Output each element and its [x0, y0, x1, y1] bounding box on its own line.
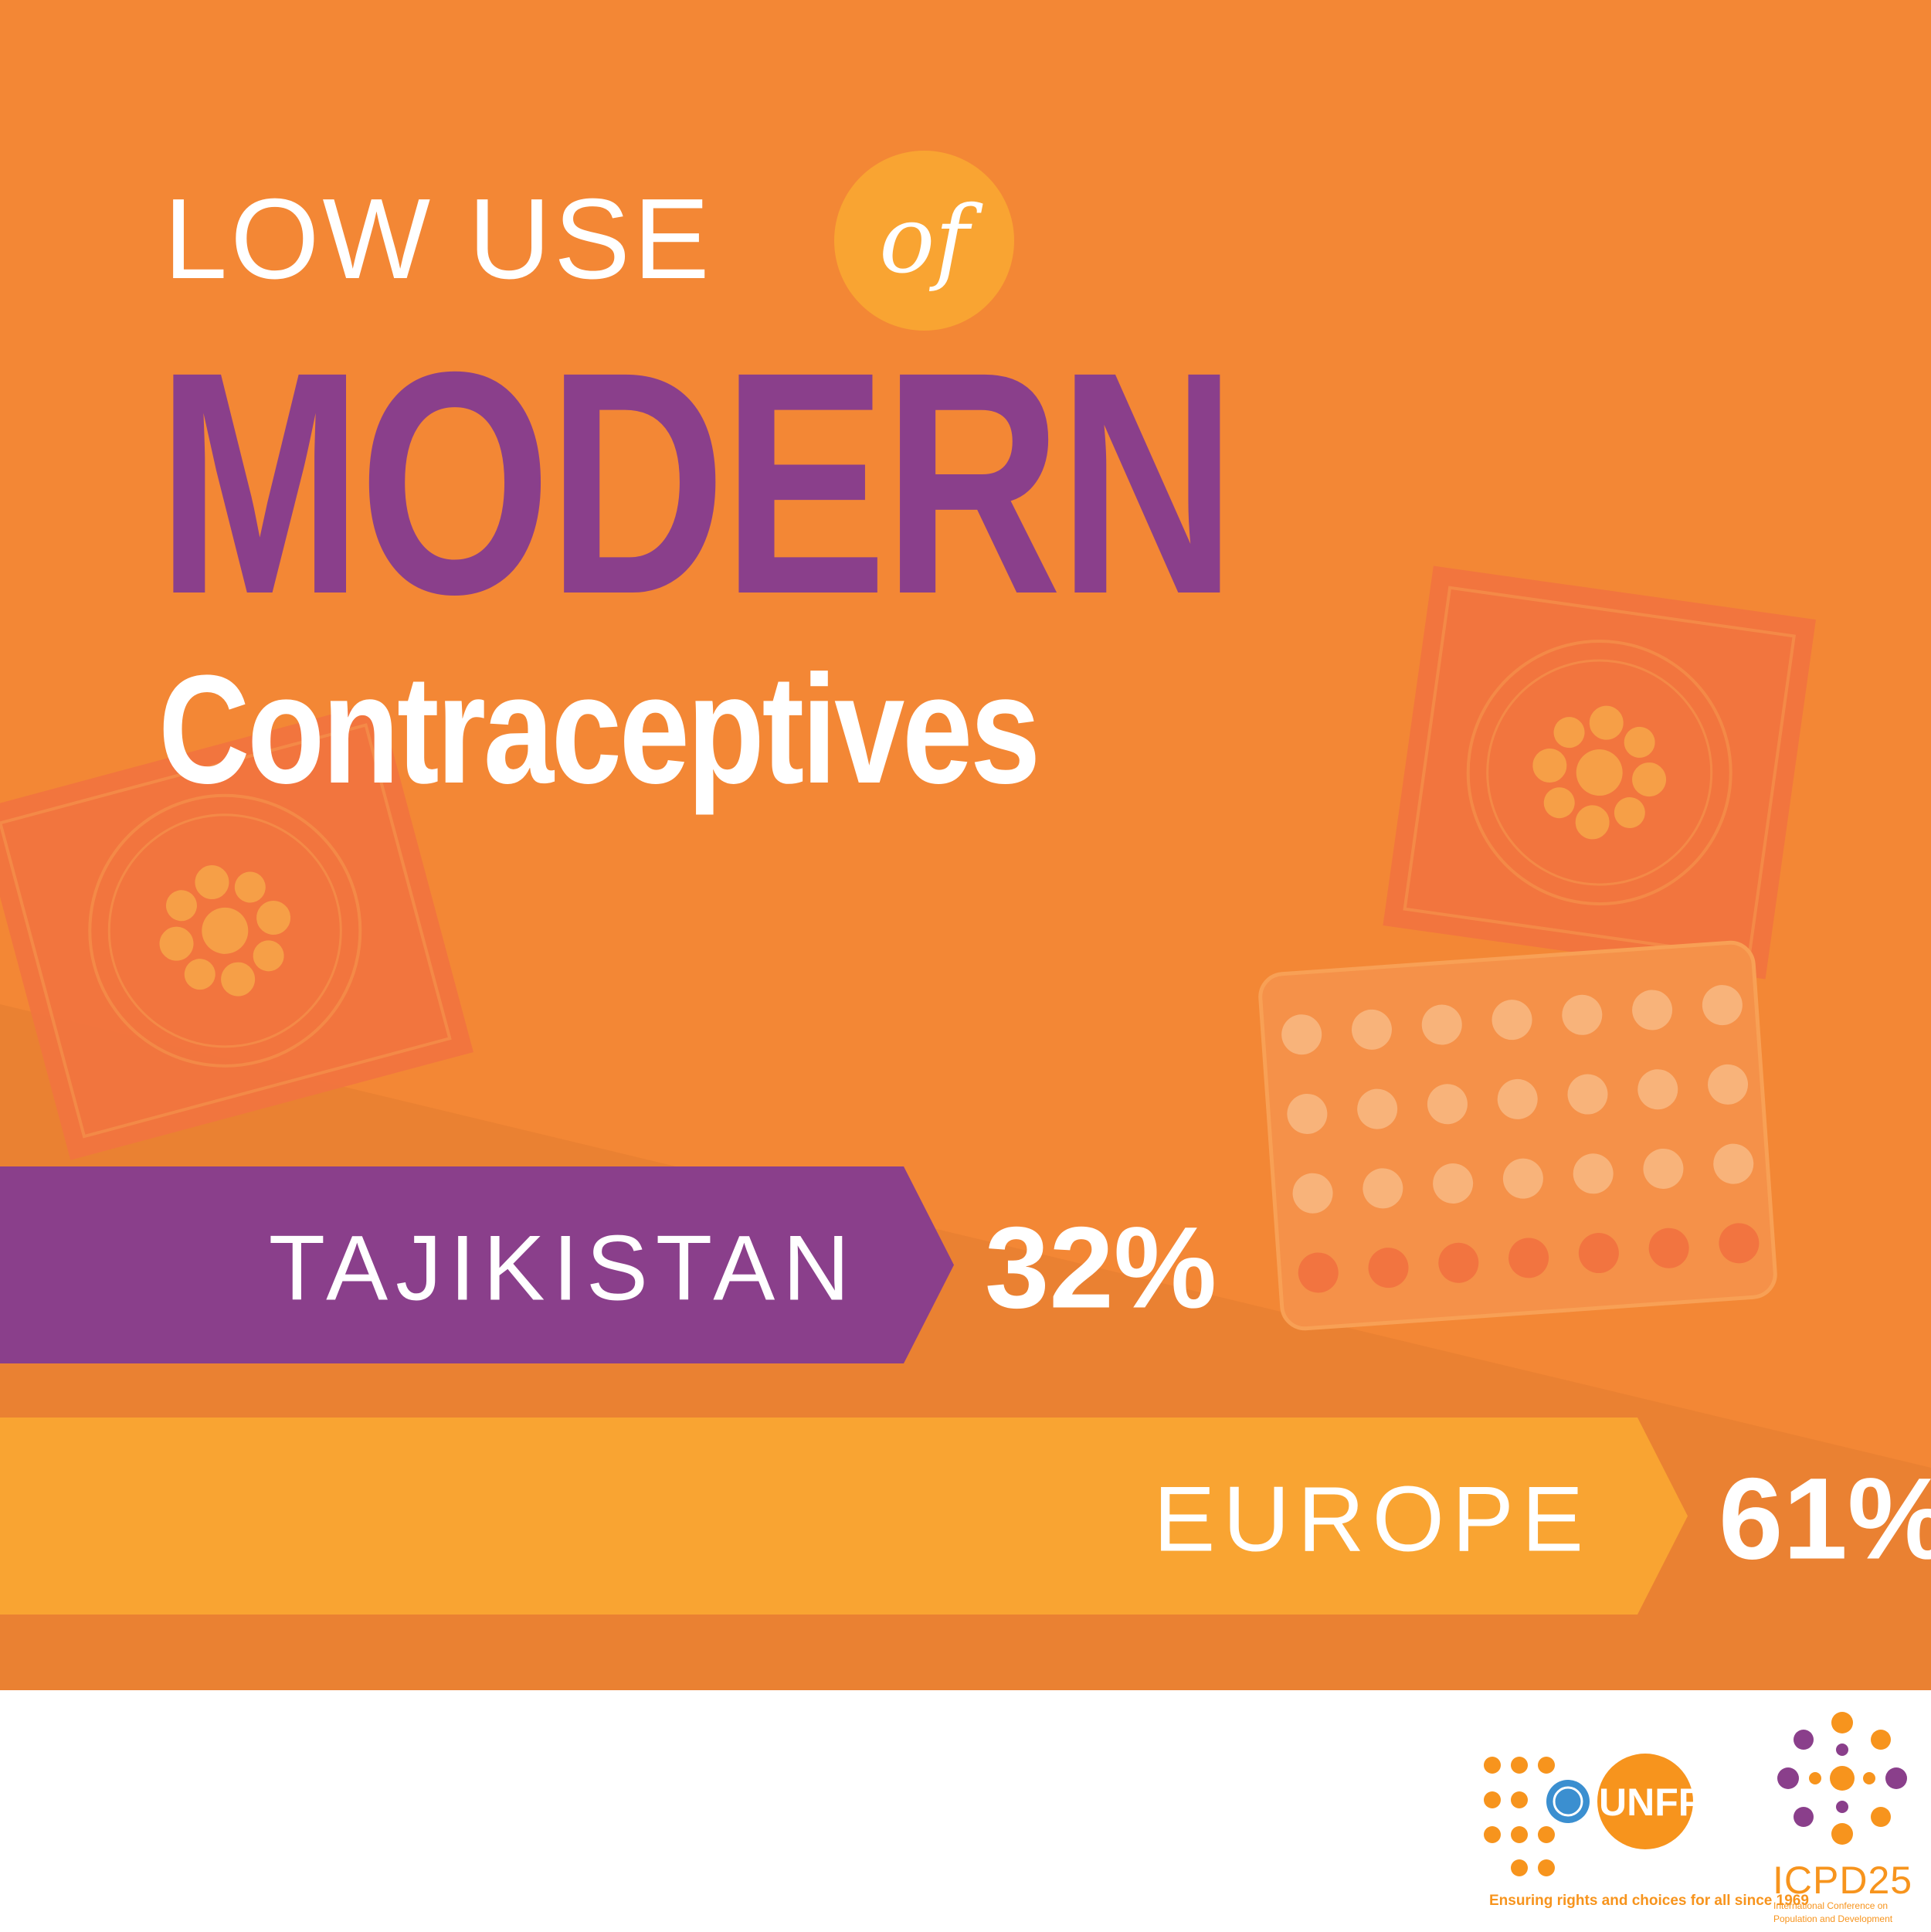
pill-dot — [1427, 1084, 1468, 1125]
pill-dot — [1497, 1078, 1538, 1119]
pill-dot — [1508, 1238, 1549, 1278]
pill-dot — [1357, 1088, 1398, 1129]
pill-dot — [1632, 990, 1673, 1031]
icpd-subtitle-line2: Population and Development — [1773, 1913, 1893, 1924]
pill-dot — [1421, 1004, 1462, 1045]
title-modern: MODERN — [157, 306, 1237, 660]
bar-value-europe: 61% — [1719, 1454, 1931, 1584]
pill-dot — [1298, 1252, 1339, 1293]
unfpa-tagline: Ensuring rights and choices for all sinc… — [1489, 1893, 1809, 1909]
pill-dot — [1643, 1148, 1684, 1189]
bar-europe — [0, 1418, 1688, 1615]
pill-pack-icon — [1258, 940, 1777, 1331]
bar-label-tajikistan: TAJIKISTAN — [269, 1217, 857, 1320]
pill-dot — [1719, 1223, 1760, 1264]
condom-packet-left-icon — [0, 701, 473, 1160]
title-of: of — [879, 187, 969, 294]
pill-dot — [1702, 985, 1743, 1026]
bar-chart: TAJIKISTAN 32% EUROPE 61% — [0, 1166, 1931, 1615]
icpd-subtitle-line1: International Conference on — [1773, 1900, 1889, 1911]
pill-dot — [1648, 1227, 1689, 1268]
condom-packet-right-icon — [1383, 565, 1816, 980]
pill-dot — [1562, 994, 1603, 1035]
pill-dot — [1713, 1143, 1754, 1184]
bar-value-tajikistan: 32% — [985, 1203, 1217, 1333]
pill-dot — [1567, 1074, 1608, 1115]
pill-dot — [1578, 1233, 1619, 1274]
pill-dot — [1351, 1009, 1392, 1050]
icpd25-text: ICPD25 — [1773, 1859, 1913, 1902]
pill-dot — [1502, 1158, 1543, 1199]
pill-dot — [1573, 1153, 1614, 1194]
pill-dot — [1368, 1248, 1409, 1289]
unfpa-logo-text: UNFPA — [1599, 1781, 1729, 1824]
title-low-use: LOW USE — [164, 175, 713, 303]
pill-dot — [1637, 1069, 1678, 1110]
of-badge — [834, 151, 1014, 331]
pill-dot — [1492, 1000, 1532, 1041]
bar-tajikistan — [0, 1166, 954, 1363]
unfpa-logo: UNFPA — [1484, 1754, 1729, 1876]
pill-dot — [1363, 1168, 1403, 1209]
pill-dot — [1708, 1064, 1749, 1105]
pill-dot — [1281, 1014, 1322, 1055]
pill-dot — [1438, 1242, 1479, 1283]
pill-dot — [1287, 1093, 1328, 1134]
title-contraceptives: Contraceptives — [158, 643, 1040, 816]
bar-label-europe: EUROPE — [1153, 1468, 1591, 1571]
pill-dot — [1292, 1173, 1333, 1214]
pill-dot — [1433, 1163, 1474, 1204]
un-emblem-icon — [1546, 1780, 1590, 1823]
icpd-logo — [1777, 1712, 1907, 1845]
